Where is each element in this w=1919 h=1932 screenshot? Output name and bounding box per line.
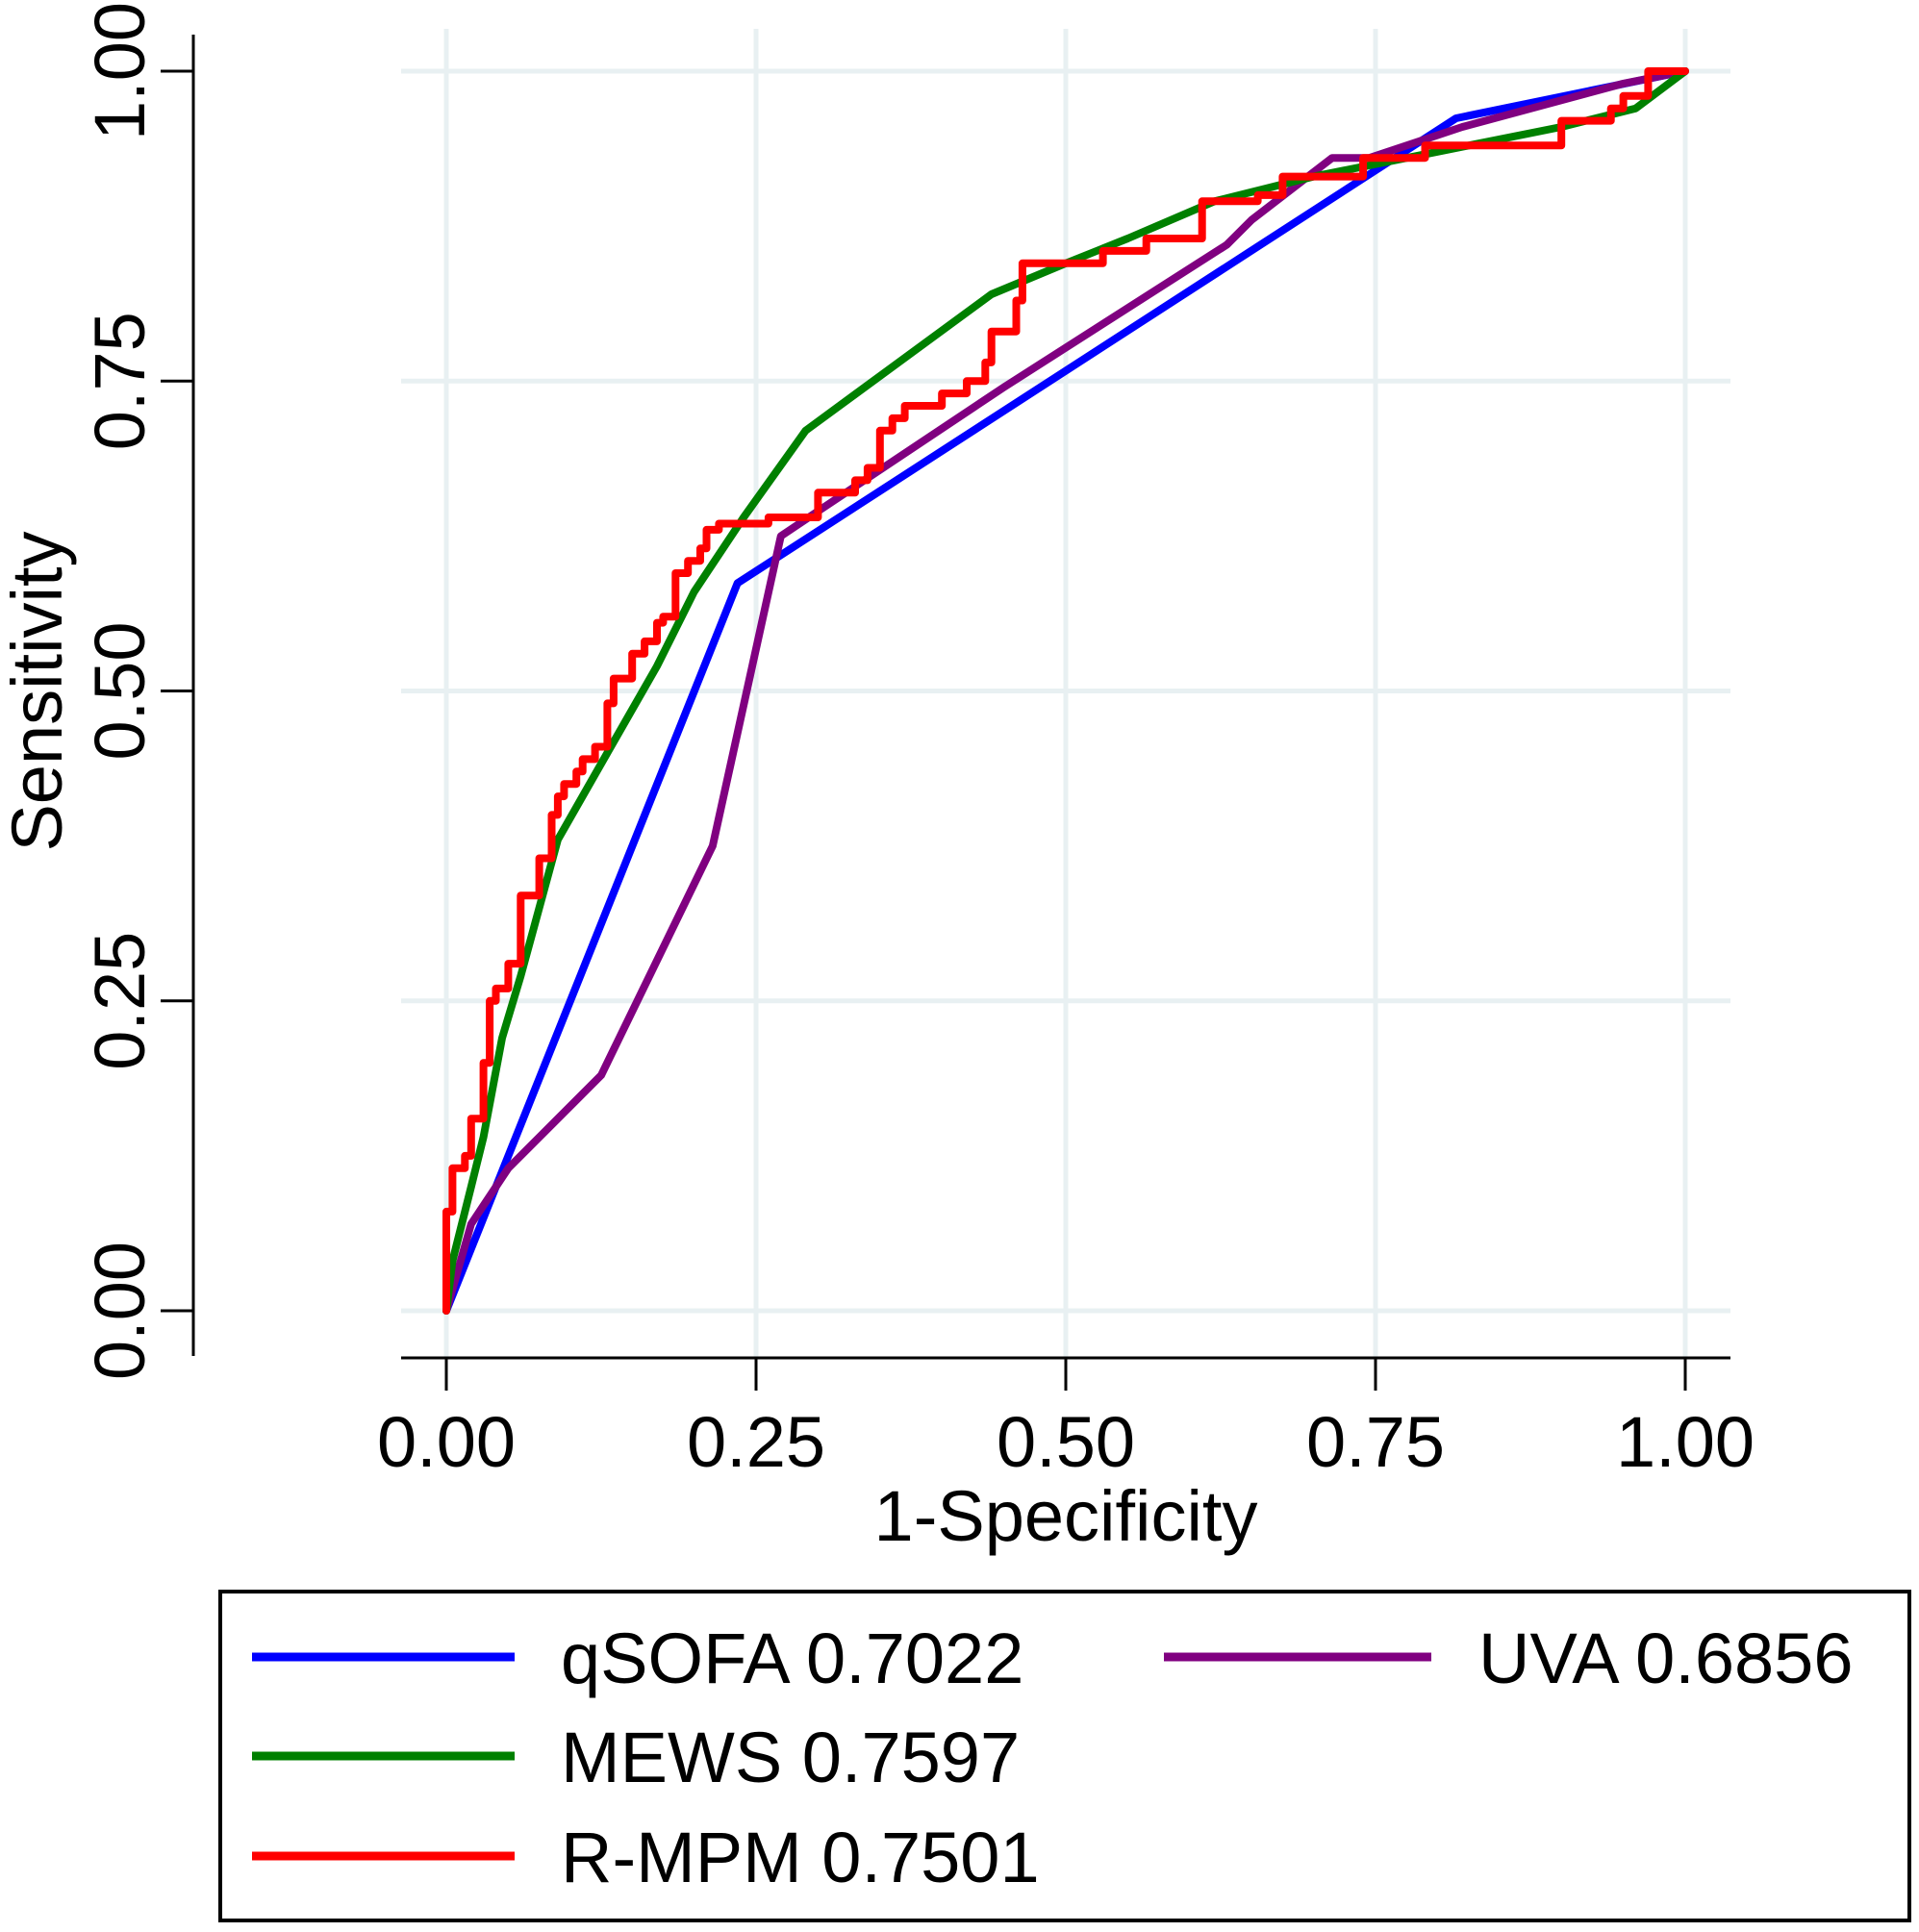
y-tick-label: 0.00 bbox=[80, 1242, 160, 1380]
x-tick-label: 0.75 bbox=[1306, 1402, 1445, 1482]
legend: qSOFA 0.7022 UVA 0.6856 MEWS 0.7597 R-MP… bbox=[218, 1590, 1911, 1922]
x-axis-title: 1-Specificity bbox=[874, 1476, 1258, 1556]
legend-entry-r-mpm: R-MPM 0.7501 bbox=[252, 1818, 1040, 1897]
y-tick-label: 0.50 bbox=[80, 621, 160, 760]
legend-label-qsofa: qSOFA 0.7022 bbox=[561, 1618, 1023, 1698]
legend-box bbox=[218, 1590, 1911, 1922]
x-tick-label: 0.00 bbox=[377, 1402, 516, 1482]
series-line-r-mpm bbox=[442, 67, 1689, 1315]
legend-label-uva: UVA 0.6856 bbox=[1478, 1618, 1853, 1698]
y-tick-label: 1.00 bbox=[80, 2, 160, 140]
axes: 0.00 0.25 0.50 0.75 1.00 0.00 0.25 0.50 0.75 1.00 bbox=[80, 2, 1755, 1482]
y-axis-title: Sensitivity bbox=[0, 531, 77, 851]
y-tick-label: 0.75 bbox=[80, 312, 160, 450]
legend-entry-mews: MEWS 0.7597 bbox=[252, 1718, 1020, 1797]
legend-entry-uva: UVA 0.6856 bbox=[1164, 1618, 1853, 1698]
series-line-uva bbox=[442, 67, 1689, 1315]
x-tick-label: 0.25 bbox=[687, 1402, 825, 1482]
x-tick-label: 0.50 bbox=[997, 1402, 1135, 1482]
legend-label-r-mpm: R-MPM 0.7501 bbox=[561, 1818, 1040, 1897]
legend-entry-qsofa: qSOFA 0.7022 bbox=[252, 1618, 1023, 1698]
y-tick-label: 0.25 bbox=[80, 932, 160, 1070]
gridlines bbox=[401, 29, 1730, 1358]
x-tick-label: 1.00 bbox=[1616, 1402, 1755, 1482]
roc-curves bbox=[442, 67, 1689, 1315]
legend-label-mews: MEWS 0.7597 bbox=[561, 1718, 1020, 1797]
